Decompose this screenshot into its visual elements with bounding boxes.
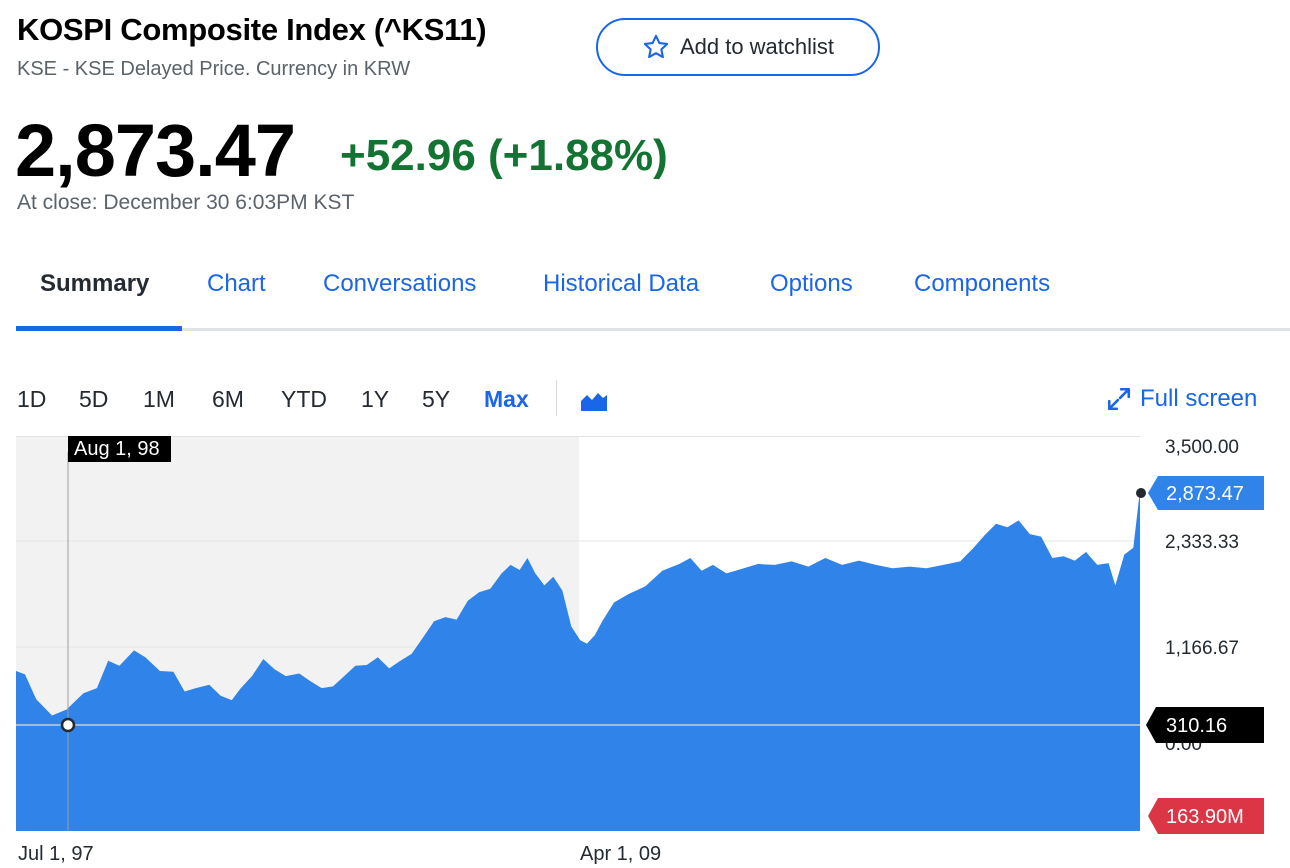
last-price-point — [1136, 488, 1146, 498]
price-change: +52.96 (+1.88%) — [340, 131, 668, 180]
tab-summary[interactable]: Summary — [40, 270, 150, 297]
x-tick-label: Jul 1, 97 — [18, 843, 94, 865]
tab-divider — [16, 328, 1290, 331]
volume-value: 163.90M — [1166, 806, 1244, 828]
price-chart[interactable]: 3,500.00 2,333.33 1,166.67 0.00 Jul 1, 9… — [0, 436, 1290, 868]
last-price-tag: 2,873.47 — [1148, 476, 1264, 510]
volume-tag: 163.90M — [1148, 798, 1264, 834]
range-5d[interactable]: 5D — [79, 386, 109, 412]
exchange-subtitle: KSE - KSE Delayed Price. Currency in KRW — [17, 58, 411, 80]
tab-components[interactable]: Components — [914, 270, 1051, 297]
crosshair-value: 310.16 — [1166, 715, 1227, 737]
active-tab-indicator — [16, 326, 182, 331]
y-tick-label: 3,500.00 — [1165, 437, 1239, 458]
mountain-chart-icon[interactable] — [580, 389, 608, 413]
range-ytd[interactable]: YTD — [281, 386, 327, 412]
range-6m[interactable]: 6M — [212, 386, 244, 412]
tab-conversations[interactable]: Conversations — [323, 270, 477, 297]
last-price-value: 2,873.47 — [1166, 483, 1244, 505]
tab-chart[interactable]: Chart — [207, 270, 266, 297]
expand-icon — [1107, 387, 1131, 411]
range-max[interactable]: Max — [484, 386, 529, 412]
tab-options[interactable]: Options — [770, 270, 853, 297]
quote-tabs: Summary Chart Conversations Historical D… — [16, 262, 1290, 334]
watchlist-label: Add to watchlist — [679, 34, 835, 59]
y-tick-label: 2,333.33 — [1165, 532, 1239, 553]
x-tick-label: Apr 1, 09 — [580, 843, 661, 865]
crosshair-value-tag: 310.16 — [1146, 707, 1264, 743]
crosshair-date-tag: Aug 1, 98 — [68, 436, 171, 462]
star-icon — [643, 34, 669, 59]
close-time: At close: December 30 6:03PM KST — [17, 191, 355, 214]
range-1m[interactable]: 1M — [143, 386, 175, 412]
crosshair-date: Aug 1, 98 — [74, 438, 160, 460]
y-tick-label: 1,166.67 — [1165, 638, 1239, 659]
range-1d[interactable]: 1D — [17, 386, 47, 412]
page-title: KOSPI Composite Index (^KS11) — [17, 12, 487, 47]
current-price: 2,873.47 — [15, 109, 296, 192]
range-1y[interactable]: 1Y — [361, 386, 390, 412]
tab-historical-data[interactable]: Historical Data — [543, 270, 700, 297]
range-5y[interactable]: 5Y — [422, 386, 451, 412]
full-screen-label: Full screen — [1140, 385, 1258, 412]
full-screen-button[interactable]: Full screen — [1106, 385, 1257, 413]
price-area — [16, 490, 1140, 831]
crosshair-point — [60, 717, 76, 733]
add-to-watchlist-button[interactable]: Add to watchlist — [596, 18, 880, 76]
range-divider — [556, 380, 557, 416]
